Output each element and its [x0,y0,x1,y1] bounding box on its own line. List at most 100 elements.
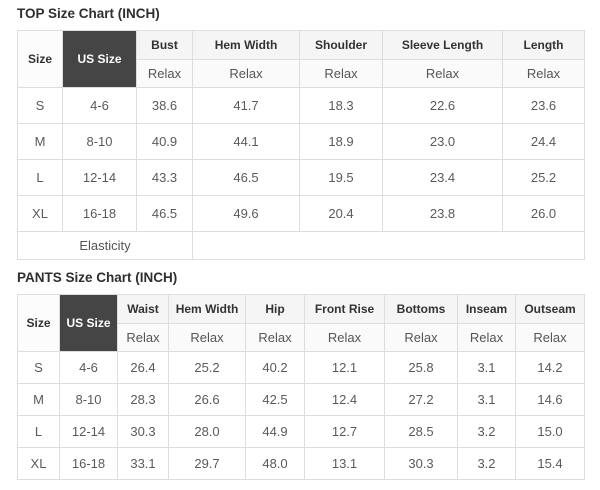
value-cell: 3.2 [457,415,516,448]
value-cell: 23.0 [382,123,503,160]
fit-type-cell: Relax [245,323,305,352]
top-header-sleeve-length: Sleeve Length [382,30,503,60]
value-cell: 3.1 [457,351,516,384]
size-cell: XL [17,195,63,232]
top-subheader-row: Relax Relax Relax Relax Relax [18,59,585,88]
elasticity-row: Elasticity [17,231,585,260]
value-cell: 33.1 [117,447,169,480]
size-cell: XL [17,447,60,480]
table-row: M 8-10 28.3 26.6 42.5 12.4 27.2 3.1 14.6 [17,383,585,416]
value-cell: 24.4 [502,123,585,160]
top-chart-title: TOP Size Chart (INCH) [17,6,160,21]
fit-type-cell: Relax [136,59,193,88]
fit-type-cell: Relax [384,323,458,352]
table-row: L 12-14 30.3 28.0 44.9 12.7 28.5 3.2 15.… [17,415,585,448]
value-cell: 26.0 [502,195,585,232]
fit-type-cell: Relax [168,323,246,352]
value-cell: 38.6 [136,87,193,124]
elasticity-empty-cell [192,231,585,260]
pants-header-hip: Hip [245,294,305,324]
size-cell: L [17,159,63,196]
table-row: XL 16-18 46.5 49.6 20.4 23.8 26.0 [17,195,585,232]
table-row: M 8-10 40.9 44.1 18.9 23.0 24.4 [17,123,585,160]
value-cell: 42.5 [245,383,305,416]
pants-chart-title: PANTS Size Chart (INCH) [17,270,178,285]
pants-header-row: Size US Size Waist Hem Width Hip Front R… [17,294,585,352]
pants-header-hem-width: Hem Width [168,294,246,324]
table-row: S 4-6 26.4 25.2 40.2 12.1 25.8 3.1 14.2 [17,351,585,384]
value-cell: 23.6 [502,87,585,124]
value-cell: 28.3 [117,383,169,416]
fit-type-cell: Relax [515,323,585,352]
value-cell: 12.1 [304,351,385,384]
size-cell: S [17,87,63,124]
us-size-cell: 4-6 [59,351,118,384]
value-cell: 13.1 [304,447,385,480]
value-cell: 12.4 [304,383,385,416]
table-row: XL 16-18 33.1 29.7 48.0 13.1 30.3 3.2 15… [17,447,585,480]
value-cell: 46.5 [192,159,300,196]
value-cell: 14.6 [515,383,585,416]
pants-header-inseam: Inseam [457,294,516,324]
table-row: L 12-14 43.3 46.5 19.5 23.4 25.2 [17,159,585,196]
value-cell: 40.2 [245,351,305,384]
value-cell: 15.0 [515,415,585,448]
size-cell: S [17,351,60,384]
fit-type-cell: Relax [117,323,169,352]
size-cell: L [17,415,60,448]
elasticity-label: Elasticity [17,231,193,260]
size-chart-page: TOP Size Chart (INCH) Size US Size Bust … [17,6,585,480]
value-cell: 19.5 [299,159,383,196]
top-header-size: Size [17,30,63,88]
us-size-cell: 4-6 [62,87,137,124]
fit-type-cell: Relax [304,323,385,352]
top-header-us-size: US Size [62,30,137,88]
size-cell: M [17,383,60,416]
value-cell: 3.1 [457,383,516,416]
fit-type-cell: Relax [382,59,503,88]
table-row: S 4-6 38.6 41.7 18.3 22.6 23.6 [17,87,585,124]
pants-header-outseam: Outseam [515,294,585,324]
pants-subheader-row: Relax Relax Relax Relax Relax Relax Rela… [18,323,585,352]
us-size-cell: 12-14 [62,159,137,196]
value-cell: 23.4 [382,159,503,196]
pants-header-bottoms: Bottoms [384,294,458,324]
value-cell: 15.4 [515,447,585,480]
value-cell: 27.2 [384,383,458,416]
us-size-cell: 16-18 [59,447,118,480]
value-cell: 29.7 [168,447,246,480]
top-header-hem-width: Hem Width [192,30,300,60]
top-header-shoulder: Shoulder [299,30,383,60]
value-cell: 18.3 [299,87,383,124]
pants-header-size: Size [17,294,60,352]
value-cell: 26.4 [117,351,169,384]
value-cell: 46.5 [136,195,193,232]
top-header-row: Size US Size Bust Hem Width Shoulder Sle… [17,30,585,88]
value-cell: 14.2 [515,351,585,384]
fit-type-cell: Relax [299,59,383,88]
top-header-length: Length [502,30,585,60]
value-cell: 28.5 [384,415,458,448]
fit-type-cell: Relax [457,323,516,352]
pants-header-front-rise: Front Rise [304,294,385,324]
us-size-cell: 12-14 [59,415,118,448]
value-cell: 22.6 [382,87,503,124]
value-cell: 28.0 [168,415,246,448]
pants-header-waist: Waist [117,294,169,324]
value-cell: 12.7 [304,415,385,448]
value-cell: 18.9 [299,123,383,160]
value-cell: 25.8 [384,351,458,384]
value-cell: 44.1 [192,123,300,160]
value-cell: 43.3 [136,159,193,196]
us-size-cell: 8-10 [62,123,137,160]
value-cell: 41.7 [192,87,300,124]
value-cell: 25.2 [502,159,585,196]
value-cell: 3.2 [457,447,516,480]
value-cell: 44.9 [245,415,305,448]
us-size-cell: 8-10 [59,383,118,416]
value-cell: 49.6 [192,195,300,232]
value-cell: 23.8 [382,195,503,232]
value-cell: 20.4 [299,195,383,232]
fit-type-cell: Relax [192,59,300,88]
value-cell: 40.9 [136,123,193,160]
